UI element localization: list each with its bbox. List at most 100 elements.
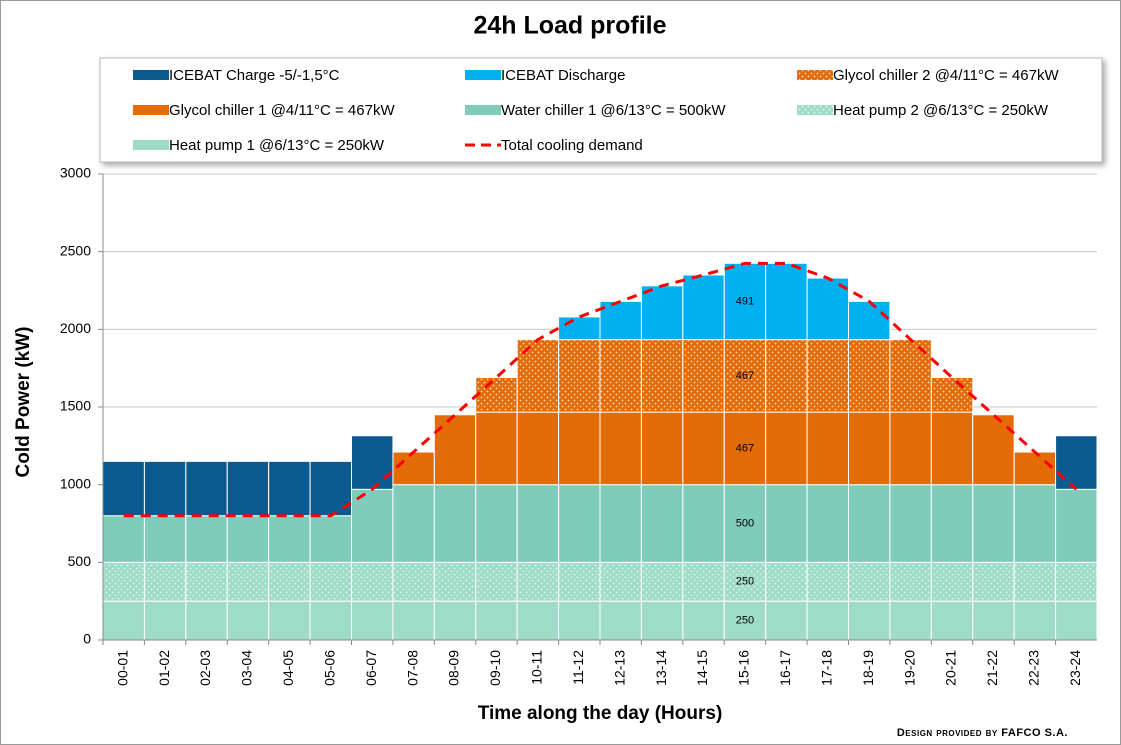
bar-segment xyxy=(682,561,725,602)
bar-segment xyxy=(765,262,808,341)
bar-segment xyxy=(102,561,145,602)
bar-segment xyxy=(558,339,601,413)
x-axis-title: Time along the day (Hours) xyxy=(478,703,723,724)
legend-box xyxy=(99,57,1103,163)
x-tick-label: 11-12 xyxy=(570,650,586,685)
y-axis-title: Cold Power (kW) xyxy=(13,327,34,478)
bar-segment xyxy=(930,411,974,486)
bar-segment xyxy=(848,339,891,413)
bar-segment xyxy=(143,515,187,563)
x-tick-label: 00-01 xyxy=(114,650,130,686)
bar-segment xyxy=(143,460,187,517)
bar-segment xyxy=(351,561,394,602)
y-tick-label: 2500 xyxy=(60,242,91,258)
bar-segment xyxy=(640,484,684,563)
bar-segment xyxy=(185,460,228,517)
bar-segment xyxy=(1013,600,1057,641)
bar-segment xyxy=(558,484,601,563)
bar-segment xyxy=(558,600,601,641)
legend-swatch xyxy=(465,105,501,115)
bar-segment xyxy=(392,451,435,486)
bar-segment xyxy=(1055,561,1098,602)
bar-segment xyxy=(723,262,767,341)
bar-segment xyxy=(475,411,518,486)
legend-label: ICEBAT Discharge xyxy=(501,67,626,84)
bar-segment xyxy=(972,561,1015,602)
bar-segment xyxy=(848,411,891,486)
bar-segment xyxy=(972,414,1015,486)
bar-segment xyxy=(765,484,808,563)
bar-segment xyxy=(806,411,849,486)
bar-segment xyxy=(516,600,560,641)
bar-segment xyxy=(599,561,642,602)
bar-segment xyxy=(185,600,228,641)
bar-segment xyxy=(185,561,228,602)
legend-label: Heat pump 1 @6/13°C = 250kW xyxy=(169,137,385,154)
bar-segment xyxy=(516,411,560,486)
bar-segment xyxy=(640,285,684,341)
bar-segment xyxy=(558,316,601,341)
legend-swatch xyxy=(133,140,169,150)
x-tick-label: 23-24 xyxy=(1067,650,1083,686)
x-tick-label: 08-09 xyxy=(446,650,462,686)
value-label: 467 xyxy=(736,370,754,382)
legend-swatch xyxy=(133,105,169,115)
x-tick-label: 02-03 xyxy=(197,650,213,686)
x-tick-label: 07-08 xyxy=(404,650,420,686)
bar-segment xyxy=(1013,484,1057,563)
x-tick-label: 21-22 xyxy=(984,650,1000,686)
value-label: 250 xyxy=(736,576,754,588)
bar-segment xyxy=(309,600,353,641)
bar-segment xyxy=(226,600,270,641)
value-label: 500 xyxy=(736,517,754,529)
bar-segment xyxy=(599,411,642,486)
x-tick-label: 05-06 xyxy=(321,650,337,686)
x-tick-label: 18-19 xyxy=(860,650,876,686)
bar-segment xyxy=(765,339,808,413)
y-tick-label: 500 xyxy=(68,553,92,569)
bar-segment xyxy=(723,484,767,563)
bar-segment xyxy=(185,515,228,563)
bar-segment xyxy=(433,600,477,641)
bar-segment xyxy=(806,277,849,341)
bar-segment xyxy=(102,515,145,563)
bar-segment xyxy=(268,515,311,563)
x-tick-label: 14-15 xyxy=(694,650,710,686)
bar-segment xyxy=(433,484,477,563)
y-tick-label: 1500 xyxy=(60,398,91,414)
y-tick-label: 2000 xyxy=(60,320,91,336)
legend-label: Water chiller 1 @6/13°C = 500kW xyxy=(501,102,726,119)
x-tick-label: 19-20 xyxy=(901,650,917,686)
bar-segment xyxy=(143,561,187,602)
legend-label: Glycol chiller 2 @4/11°C = 467kW xyxy=(833,67,1059,84)
bar-segment xyxy=(682,411,725,486)
bar-segment xyxy=(972,600,1015,641)
bar-segment xyxy=(889,561,932,602)
bar-segment xyxy=(309,515,353,563)
bar-segment xyxy=(309,561,353,602)
bar-segment xyxy=(682,484,725,563)
legend-label: Glycol chiller 1 @4/11°C = 467kW xyxy=(169,102,395,119)
bar-segment xyxy=(889,484,932,563)
x-tick-label: 06-07 xyxy=(363,650,379,686)
bar-segment xyxy=(723,600,767,641)
bar-segment xyxy=(1055,600,1098,641)
bar-segment xyxy=(930,376,974,413)
bar-segment xyxy=(682,600,725,641)
bar-segment xyxy=(516,339,560,413)
bar-segment xyxy=(889,339,932,413)
bar-segment xyxy=(640,600,684,641)
bar-segment xyxy=(682,274,725,341)
bar-segment xyxy=(268,600,311,641)
bar-segment xyxy=(889,600,932,641)
bar-segment xyxy=(972,484,1015,563)
bar-segment xyxy=(351,435,394,490)
bar-segment xyxy=(640,411,684,486)
demand-line xyxy=(123,261,1078,518)
bar-segment xyxy=(930,484,974,563)
bar-segment xyxy=(433,561,477,602)
bar-segment xyxy=(268,561,311,602)
bar-segment xyxy=(1055,488,1098,563)
x-tick-label: 13-14 xyxy=(653,650,669,686)
bar-segment xyxy=(765,600,808,641)
